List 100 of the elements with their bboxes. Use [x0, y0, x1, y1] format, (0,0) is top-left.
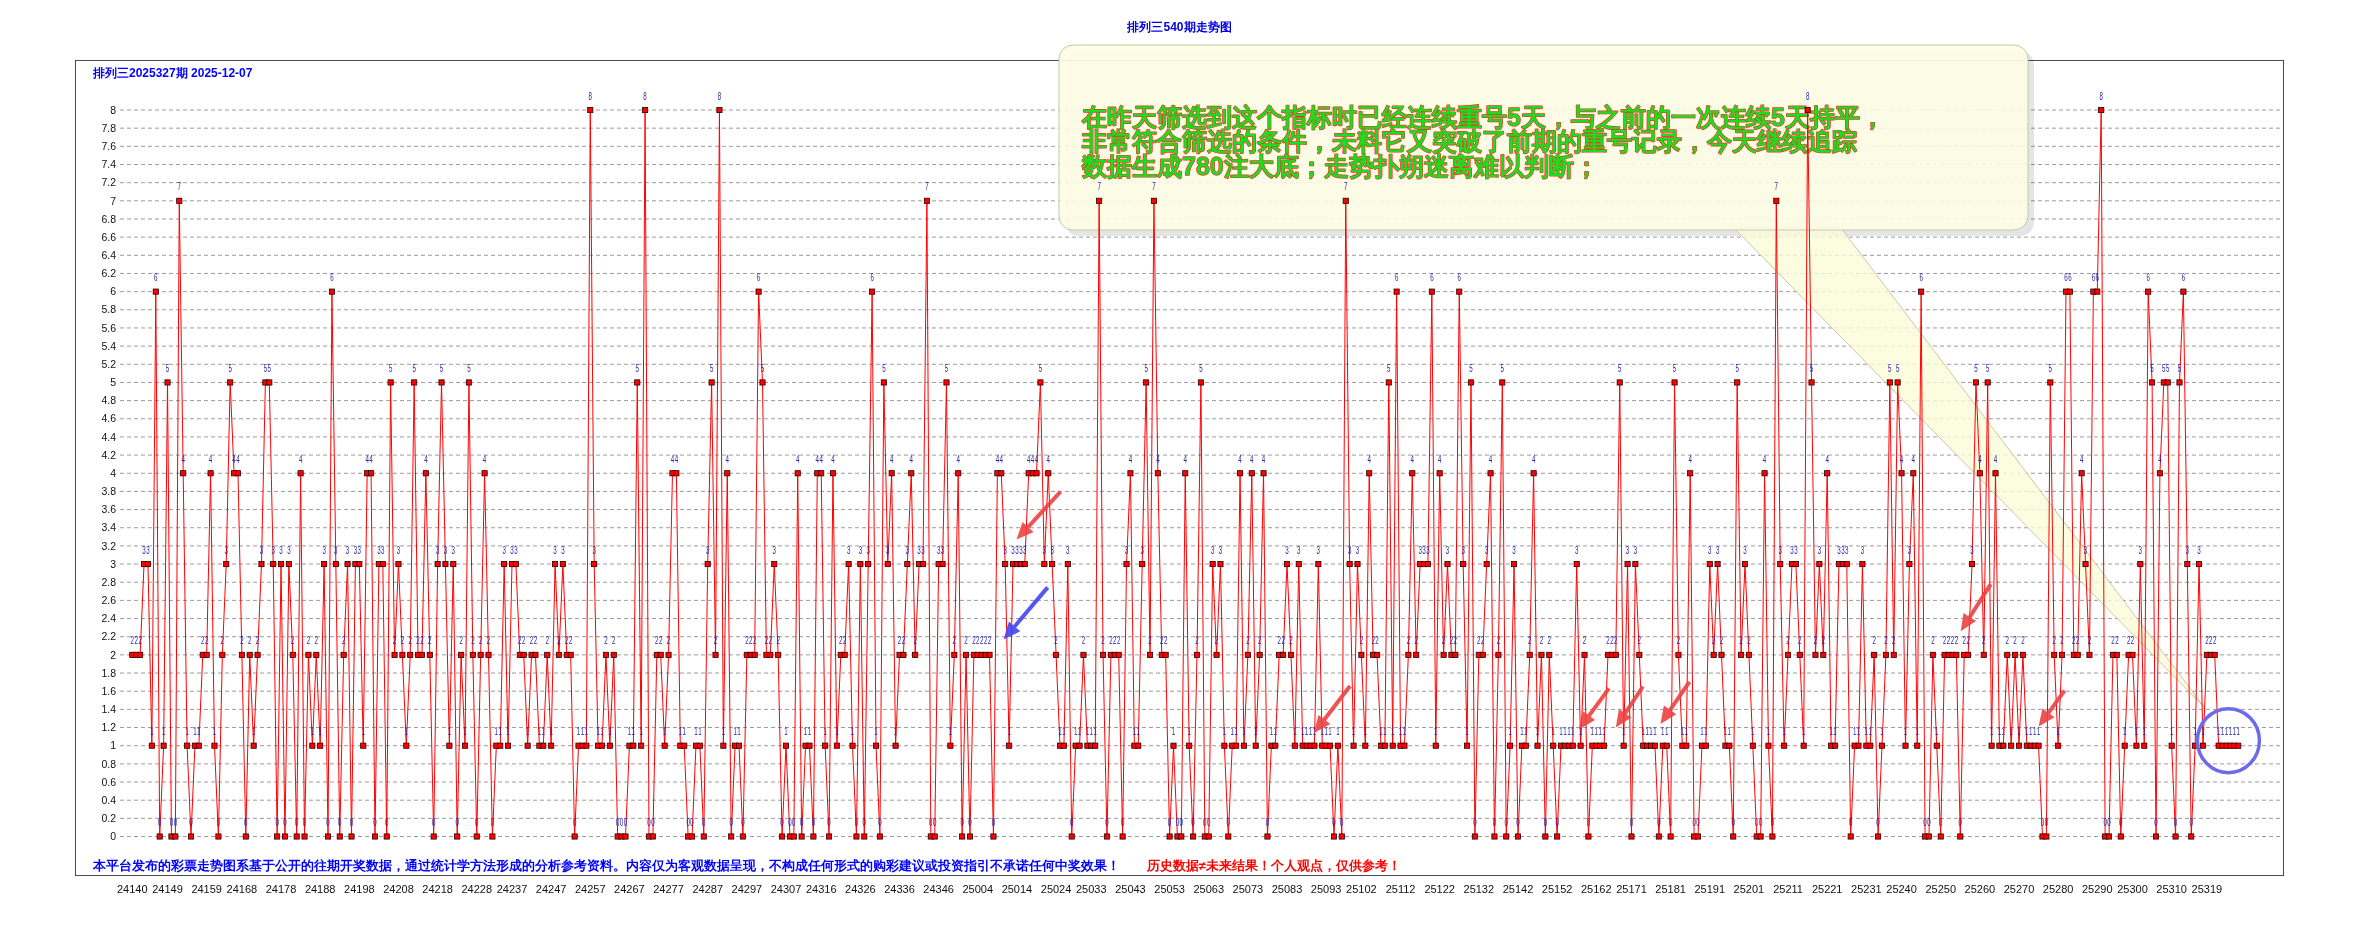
data-label: 3: [1210, 543, 1215, 556]
data-label: 2: [518, 634, 522, 647]
data-label: 2: [486, 634, 491, 647]
data-label: 1: [1997, 725, 2002, 738]
data-label: 2: [983, 634, 988, 647]
data-label: 3: [224, 543, 229, 556]
x-tick-label: 25201: [1733, 883, 1765, 895]
data-label: 7: [1152, 180, 1156, 193]
y-tick-label: 6: [110, 285, 117, 298]
data-label: 4: [1367, 453, 1372, 466]
x-tick-label: 24228: [461, 883, 493, 895]
data-label: 1: [823, 725, 828, 738]
data-label: 3: [1484, 543, 1489, 556]
x-tick-label: 25260: [1964, 883, 1996, 895]
data-label: 4: [815, 453, 820, 466]
data-label: 1: [1661, 725, 1665, 738]
x-tick-label: 25004: [962, 883, 994, 895]
data-label: 1: [893, 725, 898, 738]
data-label: 2: [138, 634, 143, 647]
data-label: 2: [2212, 634, 2217, 647]
data-label: 1: [584, 725, 589, 738]
data-label: 4: [1911, 453, 1916, 466]
data-label: 0: [686, 816, 691, 829]
data-label: 2: [1257, 634, 1262, 647]
data-label: 2: [2115, 634, 2119, 647]
data-label: 1: [150, 725, 154, 738]
data-label: 0: [1473, 816, 1477, 829]
y-tick-label: 2.4: [101, 612, 117, 625]
y-tick-label: 3.2: [101, 539, 117, 552]
x-tick-label: 25310: [2156, 883, 2187, 895]
data-label: 0: [349, 816, 354, 829]
data-label: 2: [1821, 634, 1826, 647]
data-label: 1: [2193, 725, 2198, 738]
data-label: 3: [1042, 543, 1047, 556]
y-tick-label: 7.6: [101, 140, 117, 153]
data-label: 3: [1422, 543, 1427, 556]
x-tick-label: 24326: [845, 883, 876, 895]
data-label: 2: [1289, 634, 1293, 647]
data-label: 2: [1414, 634, 1419, 647]
chart-title: 排列三540期走势图: [1126, 20, 1232, 34]
data-label: 3: [1841, 543, 1845, 556]
data-label: 4: [1762, 453, 1767, 466]
data-label: 0: [283, 816, 287, 829]
y-tick-label: 1.6: [101, 684, 117, 697]
data-label: 1: [1680, 725, 1685, 738]
y-tick-label: 1.4: [101, 703, 117, 716]
data-label: 1: [733, 725, 738, 738]
data-label: 0: [623, 816, 628, 829]
data-label: 0: [2040, 816, 2045, 829]
data-label: 3: [1066, 543, 1070, 556]
data-label: 2: [776, 634, 781, 647]
data-label: 4: [1825, 453, 1830, 466]
data-label: 4: [424, 453, 428, 466]
data-label: 3: [510, 543, 514, 556]
data-label: 3: [259, 543, 264, 556]
data-label: 6: [756, 271, 761, 284]
chart-subtitle: 排列三2025327期 2025-12-07: [92, 65, 253, 80]
y-tick-label: 2: [110, 648, 117, 661]
x-tick-label: 24198: [344, 883, 375, 895]
data-label: 2: [565, 634, 569, 647]
data-label: 0: [1731, 816, 1736, 829]
data-label: 2: [1441, 634, 1446, 647]
data-label: 0: [1755, 816, 1759, 829]
data-label: 1: [1989, 725, 1994, 738]
data-label: 1: [2220, 725, 2225, 738]
data-label: 2: [1950, 634, 1955, 647]
data-label: 1: [161, 725, 166, 738]
data-label: 2: [659, 634, 663, 647]
data-label: 1: [608, 725, 612, 738]
data-label: 3: [146, 543, 150, 556]
data-label: 0: [1175, 816, 1180, 829]
data-label: 1: [835, 725, 839, 738]
data-label: 2: [522, 634, 526, 647]
data-label: 1: [404, 725, 409, 738]
x-tick-label: 25093: [1310, 883, 1342, 895]
data-label: 1: [1379, 725, 1383, 738]
data-label: 1: [1751, 725, 1755, 738]
data-label: 0: [2119, 816, 2123, 829]
data-label: 5: [1895, 362, 1900, 375]
data-label: 0: [1770, 816, 1775, 829]
data-label: 2: [1747, 634, 1751, 647]
y-tick-label: 5.6: [101, 321, 117, 334]
data-label: 2: [392, 634, 397, 647]
x-tick-label: 24346: [923, 883, 954, 895]
data-label: 5: [228, 362, 233, 375]
data-label: 0: [960, 816, 965, 829]
data-label: 2: [1109, 634, 1113, 647]
data-label: 8: [588, 89, 593, 102]
data-label: 5: [165, 362, 170, 375]
data-label: 4: [1034, 453, 1039, 466]
data-label: 1: [1653, 725, 1657, 738]
data-label: 3: [334, 543, 338, 556]
data-label: 2: [1676, 634, 1681, 647]
data-label: 2: [1195, 634, 1199, 647]
y-tick-label: 7.2: [101, 176, 117, 189]
data-label: 3: [1003, 543, 1008, 556]
data-label: 1: [1132, 725, 1137, 738]
data-label: 3: [1778, 543, 1783, 556]
data-label: 1: [1833, 725, 1838, 738]
data-label: 4: [208, 453, 213, 466]
